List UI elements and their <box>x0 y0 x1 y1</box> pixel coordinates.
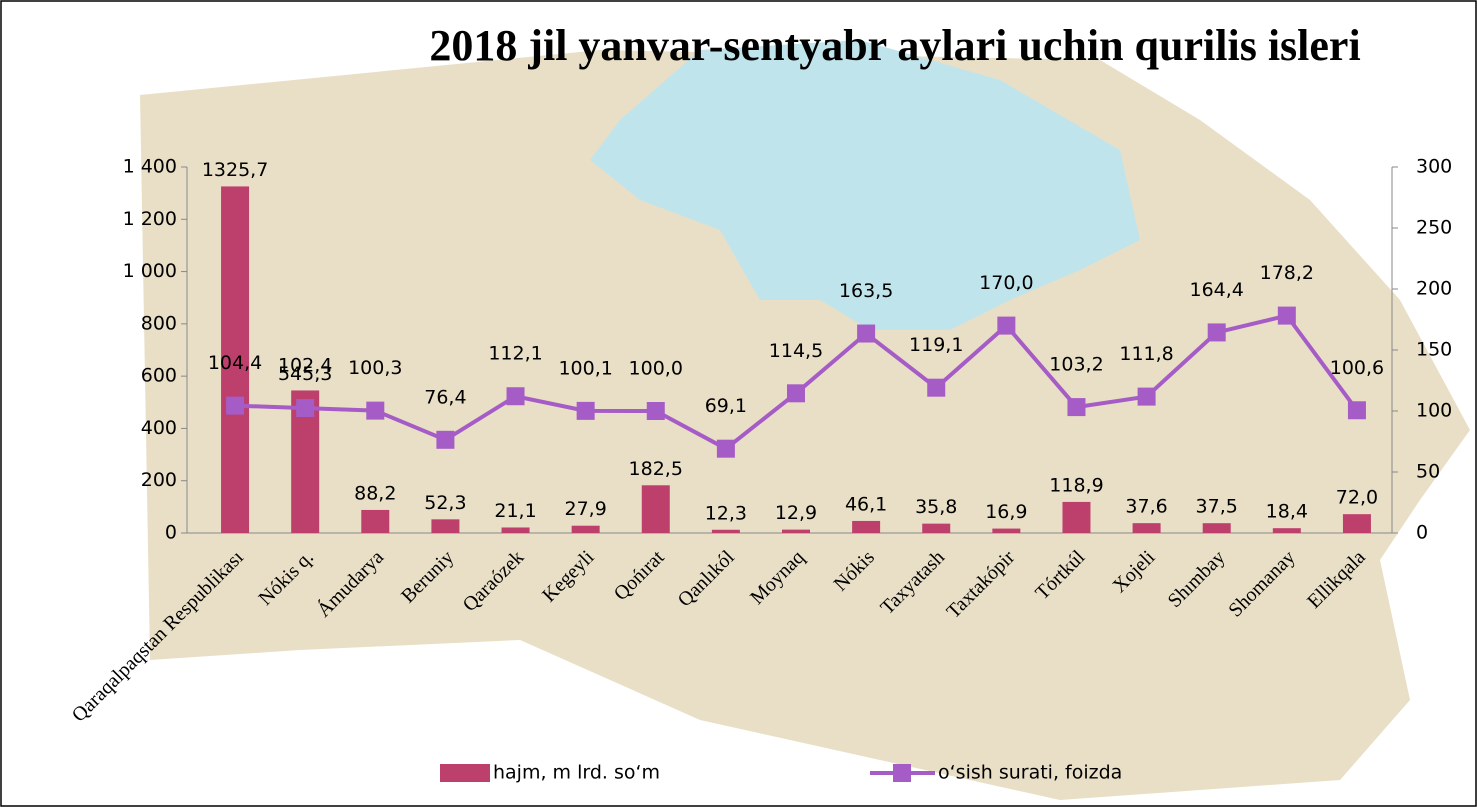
bar-value-label: 35,8 <box>915 496 957 518</box>
line-value-label: 69,1 <box>705 395 747 417</box>
line-value-label: 114,5 <box>769 340 823 362</box>
y2-tick-label: 250 <box>1416 217 1452 239</box>
bar <box>1132 523 1161 533</box>
legend-swatch <box>440 764 490 782</box>
line-value-label: 164,4 <box>1190 279 1244 301</box>
line-value-label: 76,4 <box>424 386 466 408</box>
line-marker <box>366 401 385 420</box>
line-marker <box>927 378 946 397</box>
y-tick-label: 1 000 <box>123 260 177 282</box>
bar <box>1062 501 1091 533</box>
line-value-label: 100,1 <box>558 357 612 379</box>
y-tick-label: 800 <box>141 312 177 334</box>
line-marker <box>1137 387 1156 406</box>
bar-value-label: 37,6 <box>1125 496 1167 518</box>
line-marker <box>296 399 315 418</box>
legend-label: o‘sish surati, foizda <box>938 762 1122 784</box>
line-marker <box>787 384 805 403</box>
bar <box>922 523 951 533</box>
bar-value-label: 182,5 <box>629 458 683 480</box>
bar <box>1202 523 1231 533</box>
line-value-label: 103,2 <box>1049 354 1103 376</box>
line-marker <box>857 324 876 343</box>
line-value-label: 163,5 <box>839 280 893 302</box>
line-marker <box>1067 398 1086 417</box>
line-value-label: 119,1 <box>909 334 963 356</box>
bar <box>571 525 600 533</box>
y-tick-label: 400 <box>141 417 177 439</box>
bar <box>711 529 740 533</box>
line-marker <box>1277 306 1296 325</box>
bar-value-label: 21,1 <box>494 500 536 522</box>
bar-value-label: 88,2 <box>354 482 396 504</box>
bar <box>361 509 390 533</box>
bar <box>501 527 530 533</box>
bar <box>641 485 670 533</box>
y2-tick-label: 0 <box>1416 522 1428 544</box>
line-value-label: 112,1 <box>488 343 542 365</box>
line-marker <box>506 387 525 406</box>
line-marker <box>1347 401 1366 420</box>
line-value-label: 100,3 <box>348 357 402 379</box>
line-marker <box>997 316 1016 335</box>
bar-value-label: 545,3 <box>278 363 332 385</box>
legend-label: hajm, m lrd. so‘m <box>493 762 660 784</box>
legend-marker <box>893 764 911 782</box>
line-marker <box>716 439 735 458</box>
line-marker <box>436 430 455 449</box>
line-marker <box>226 396 245 415</box>
bar <box>221 186 250 534</box>
bar-value-label: 12,9 <box>775 502 817 524</box>
y2-tick-label: 300 <box>1416 156 1452 178</box>
bar-value-label: 52,3 <box>424 492 466 514</box>
y-tick-label: 1 400 <box>123 156 177 178</box>
bar-value-label: 118,9 <box>1049 474 1103 496</box>
line-marker <box>646 402 665 420</box>
map-lake <box>590 40 1140 330</box>
y2-tick-label: 100 <box>1416 400 1452 422</box>
line-value-label: 178,2 <box>1260 262 1314 284</box>
y2-tick-label: 150 <box>1416 339 1452 361</box>
y-tick-label: 0 <box>165 522 177 544</box>
bar <box>1342 514 1371 533</box>
line-value-label: 111,8 <box>1119 343 1173 365</box>
bar-value-label: 16,9 <box>985 501 1027 523</box>
bar-value-label: 46,1 <box>845 493 887 515</box>
bar-value-label: 72,0 <box>1336 487 1378 509</box>
y-tick-label: 600 <box>141 365 177 387</box>
y2-tick-label: 200 <box>1416 278 1452 300</box>
y-tick-label: 200 <box>141 469 177 491</box>
bar <box>992 528 1021 533</box>
line-value-label: 104,4 <box>208 352 262 374</box>
bar-value-label: 18,4 <box>1266 501 1308 523</box>
line-value-label: 170,0 <box>979 272 1033 294</box>
bar <box>431 519 460 533</box>
line-marker <box>576 401 595 420</box>
y2-tick-label: 50 <box>1416 461 1440 483</box>
bar <box>782 529 810 533</box>
bar-value-label: 1325,7 <box>202 159 268 181</box>
chart-title: 2018 jil yanvar-sentyabr aylari uchin qu… <box>429 21 1360 70</box>
bar-value-label: 37,5 <box>1196 496 1238 518</box>
line-marker <box>1207 323 1226 342</box>
y-tick-label: 1 200 <box>123 208 177 230</box>
line-value-label: 100,6 <box>1330 357 1384 379</box>
bar <box>852 520 881 533</box>
bar-value-label: 27,9 <box>564 498 606 520</box>
line-value-label: 100,0 <box>629 358 683 380</box>
bar <box>1272 528 1301 533</box>
bar-value-label: 12,3 <box>705 502 747 524</box>
line-value-label: 102,4 <box>278 355 332 377</box>
